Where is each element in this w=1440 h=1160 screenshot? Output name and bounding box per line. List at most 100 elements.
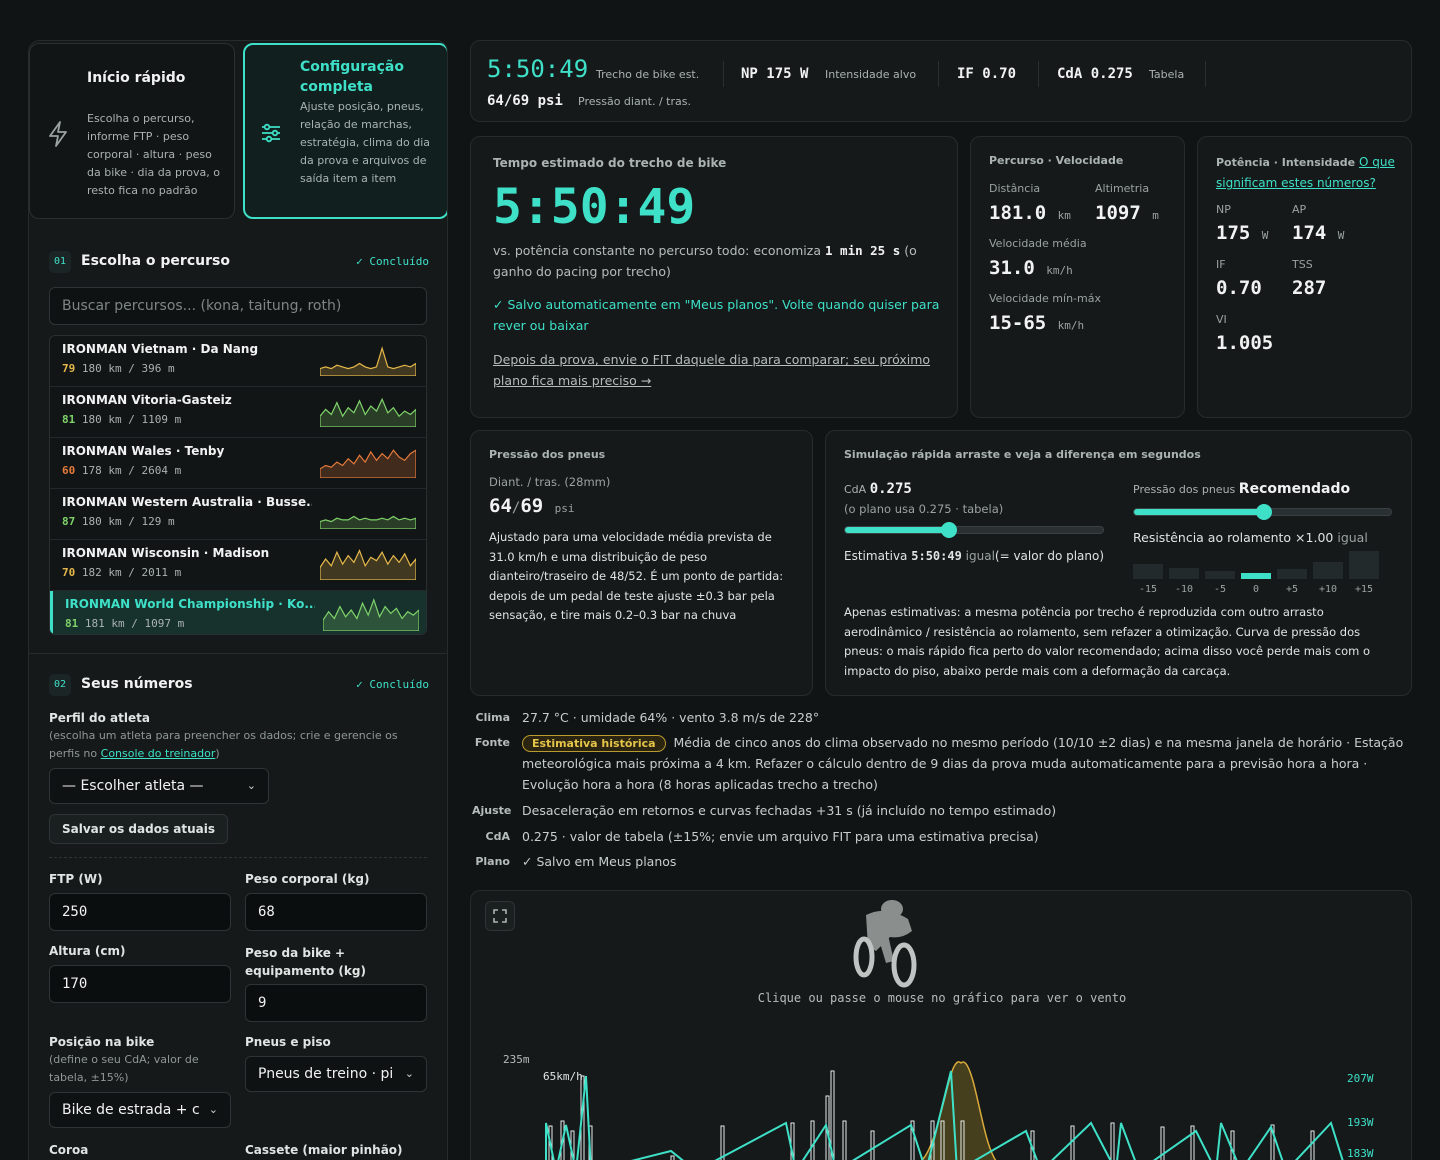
tire-pressure-text: Ajustado para uma velocidade média previ…	[489, 530, 784, 622]
ap-value: 174 W	[1292, 222, 1345, 244]
ftp-input[interactable]: 250	[49, 893, 231, 931]
source-key: Fonte	[474, 736, 510, 749]
step1-number: 01	[49, 251, 71, 273]
full-setup-title: Configuração completa	[300, 59, 404, 95]
cda-label: CdA 0.275	[844, 481, 912, 497]
summary-pressure-caption: Pressão diant. / tras.	[578, 95, 691, 108]
upload-fit-link[interactable]: Depois da prova, envie o FIT daquele dia…	[493, 352, 931, 388]
coach-console-link[interactable]: Console do treinador	[100, 747, 216, 760]
sensitivity-bar	[1241, 572, 1271, 579]
if-label: IF	[1216, 258, 1226, 271]
avg-speed-label: Velocidade média	[989, 237, 1087, 250]
sensitivity-bar-label: +15	[1354, 584, 1374, 595]
distance-value: 181.0 km	[989, 202, 1071, 224]
course-meta: 81 181 km / 1097 m	[65, 617, 185, 630]
summary-cda: CdA 0.275	[1057, 66, 1133, 82]
cda-info-value: 0.275 · valor de tabela (±15%; envie um …	[522, 829, 1039, 844]
cda-slider-handle[interactable]	[941, 522, 957, 538]
summary-time: 5:50:49	[487, 55, 589, 83]
profile-plot	[545, 1061, 1344, 1160]
pressure-slider[interactable]	[1133, 504, 1392, 520]
route-speed-card: Percurso · Velocidade Distância 181.0 km…	[970, 136, 1185, 418]
elevation-axis-label: 235m	[503, 1053, 530, 1066]
estimate-card: Tempo estimado do trecho de bike 5:50:49…	[470, 136, 958, 418]
pressure-sensitivity-chart: -15 -10 -5 0 +5 +10 +15	[1133, 549, 1393, 595]
summary-cda-caption: Tabela	[1149, 68, 1185, 81]
elevation-label: Altimetria	[1095, 182, 1150, 195]
sensitivity-bar	[1313, 561, 1343, 579]
tire-pressure-title: Pressão dos pneus	[489, 448, 606, 461]
plan-key: Plano	[475, 855, 510, 868]
step1-title: Escolha o percurso	[81, 253, 230, 269]
route-title: Percurso · Velocidade	[989, 154, 1124, 167]
summary-if: IF 0.70	[957, 66, 1017, 82]
course-list-item[interactable]: IRONMAN Vietnam · Da Nang 79 180 km / 396…	[50, 336, 426, 387]
step2-status: ✓ Concluído	[356, 678, 429, 691]
course-name: IRONMAN Vietnam · Da Nang	[62, 342, 259, 356]
chevron-down-icon: ⌄	[404, 1067, 414, 1080]
metrics-help-link[interactable]: O que significam estes números?	[1216, 155, 1395, 190]
summary-np-caption: Intensidade alvo	[825, 68, 917, 81]
dashed-divider	[49, 857, 427, 858]
height-input[interactable]: 170	[49, 965, 231, 1003]
step2-header: 02 Seus números ✓ Concluído	[49, 674, 429, 698]
separator	[1205, 61, 1206, 87]
sensitivity-bar-label: +5	[1285, 584, 1299, 595]
bike-weight-input[interactable]: 9	[245, 984, 427, 1022]
summary-time-caption: Trecho de bike est.	[596, 68, 700, 81]
athlete-select[interactable]: — Escolher atleta — ⌄	[49, 768, 269, 804]
vi-label: VI	[1216, 313, 1227, 326]
course-meta: 79 180 km / 396 m	[62, 362, 175, 375]
pressure-slider-fill	[1134, 509, 1264, 515]
course-list-item[interactable]: IRONMAN Wisconsin · Madison 70 182 km / 2…	[50, 540, 426, 591]
tss-label: TSS	[1292, 258, 1313, 271]
cda-slider[interactable]	[844, 522, 1104, 538]
power-label-2: 193W	[1347, 1116, 1374, 1129]
course-score: 81	[65, 617, 79, 630]
summary-pressure: 64/69 psi	[487, 93, 563, 109]
course-elevation-sparkline	[320, 449, 416, 478]
weight-input[interactable]: 68	[245, 893, 427, 931]
position-help: (define o seu CdA; valor de tabela, ±15%…	[49, 1053, 199, 1084]
if-value: 0.70	[1216, 277, 1262, 299]
course-elevation-sparkline	[320, 548, 416, 580]
position-select[interactable]: Bike de estrada + c ⌄	[49, 1092, 231, 1128]
course-score: 81	[62, 413, 76, 426]
sparkline-path	[320, 397, 416, 427]
tire-pressure-sub: Diant. / tras. (28mm)	[489, 475, 611, 489]
pressure-slider-handle[interactable]	[1255, 504, 1272, 520]
sensitivity-bar-label: -5	[1213, 584, 1227, 595]
cyclist-icon	[853, 900, 917, 988]
power-title: Potência · Intensidade O que significam …	[1216, 155, 1395, 190]
tires-select[interactable]: Pneus de treino · pi ⌄	[245, 1056, 427, 1092]
full-setup-description: Ajuste posição, pneus, relação de marcha…	[300, 100, 431, 185]
course-list-item[interactable]: IRONMAN Western Australia · Busse... 87 1…	[50, 489, 426, 540]
course-profile-chart[interactable]: Clique ou passe o mouse no gráfico para …	[470, 890, 1412, 1160]
adjust-key: Ajuste	[472, 804, 512, 817]
estimate-title: Tempo estimado do trecho de bike	[493, 156, 727, 170]
cassette-label: Cassete (maior pinhão)	[245, 1143, 403, 1157]
course-list-item[interactable]: IRONMAN Wales · Tenby 60 178 km / 2604 m	[50, 438, 426, 489]
section-divider	[29, 653, 447, 654]
course-name: IRONMAN Western Australia · Busse...	[62, 495, 312, 509]
height-label: Altura (cm)	[49, 944, 126, 958]
expand-icon[interactable]	[485, 901, 515, 931]
sensitivity-bar-label: 0	[1252, 584, 1260, 595]
tire-pressure-value: 64/69 psi	[489, 495, 575, 517]
course-list-item[interactable]: IRONMAN Vitoria-Gasteiz 81 180 km / 1109 …	[50, 387, 426, 438]
course-score: 60	[62, 464, 76, 477]
sparkline-path	[320, 449, 416, 478]
np-value: 175 W	[1216, 222, 1269, 244]
sensitivity-bar	[1349, 551, 1379, 579]
save-current-data-button[interactable]: Salvar os dados atuais	[49, 814, 229, 844]
course-list-item[interactable]: IRONMAN World Championship · Ko... 81 181…	[50, 591, 426, 634]
tire-pressure-card: Pressão dos pneus Diant. / tras. (28mm) …	[470, 430, 813, 696]
course-search-input[interactable]: Buscar percursos... (kona, taitung, roth…	[49, 287, 427, 325]
full-setup-card[interactable]: Configuração completa Ajuste posição, pn…	[243, 43, 447, 219]
chevron-down-icon: ⌄	[246, 779, 256, 792]
quick-start-card[interactable]: Início rápido Escolha o percurso, inform…	[29, 43, 235, 219]
cda-key: CdA	[485, 830, 510, 843]
course-name: IRONMAN Wales · Tenby	[62, 444, 225, 458]
adjust-value: Desaceleração em retornos e curvas fecha…	[522, 803, 1057, 818]
simulation-card: Simulação rápida arraste e veja a difere…	[825, 430, 1412, 696]
